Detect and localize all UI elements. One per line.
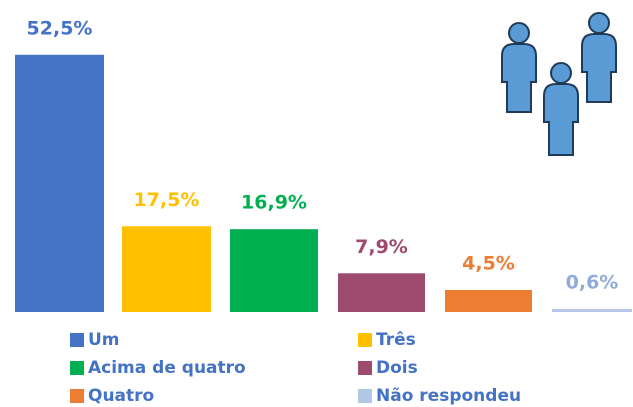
legend-label: Três: [376, 330, 416, 350]
bar: [445, 289, 532, 312]
legend-swatch: [358, 389, 372, 403]
value-label: 52,5%: [27, 17, 93, 39]
legend-swatch: [358, 361, 372, 375]
value-label: 4,5%: [462, 252, 515, 274]
legend-label: Dois: [376, 358, 418, 378]
legend-swatch: [358, 333, 372, 347]
value-label: 7,9%: [355, 236, 408, 258]
bar: [15, 54, 104, 312]
bar: [338, 273, 425, 312]
value-label: 17,5%: [134, 189, 200, 211]
legend-swatch: [70, 361, 84, 375]
value-label: 16,9%: [241, 192, 307, 214]
bar: [230, 229, 318, 312]
legend-swatch: [70, 333, 84, 347]
legend-swatch: [70, 389, 84, 403]
legend-label: Acima de quatro: [88, 358, 246, 378]
legend-label: Um: [88, 330, 120, 350]
value-label: 0,6%: [566, 272, 619, 294]
legend-label: Não respondeu: [376, 386, 521, 406]
legend-label: Quatro: [88, 386, 154, 406]
bar: [552, 309, 632, 312]
people-icon: [501, 12, 617, 156]
bar: [122, 226, 211, 312]
